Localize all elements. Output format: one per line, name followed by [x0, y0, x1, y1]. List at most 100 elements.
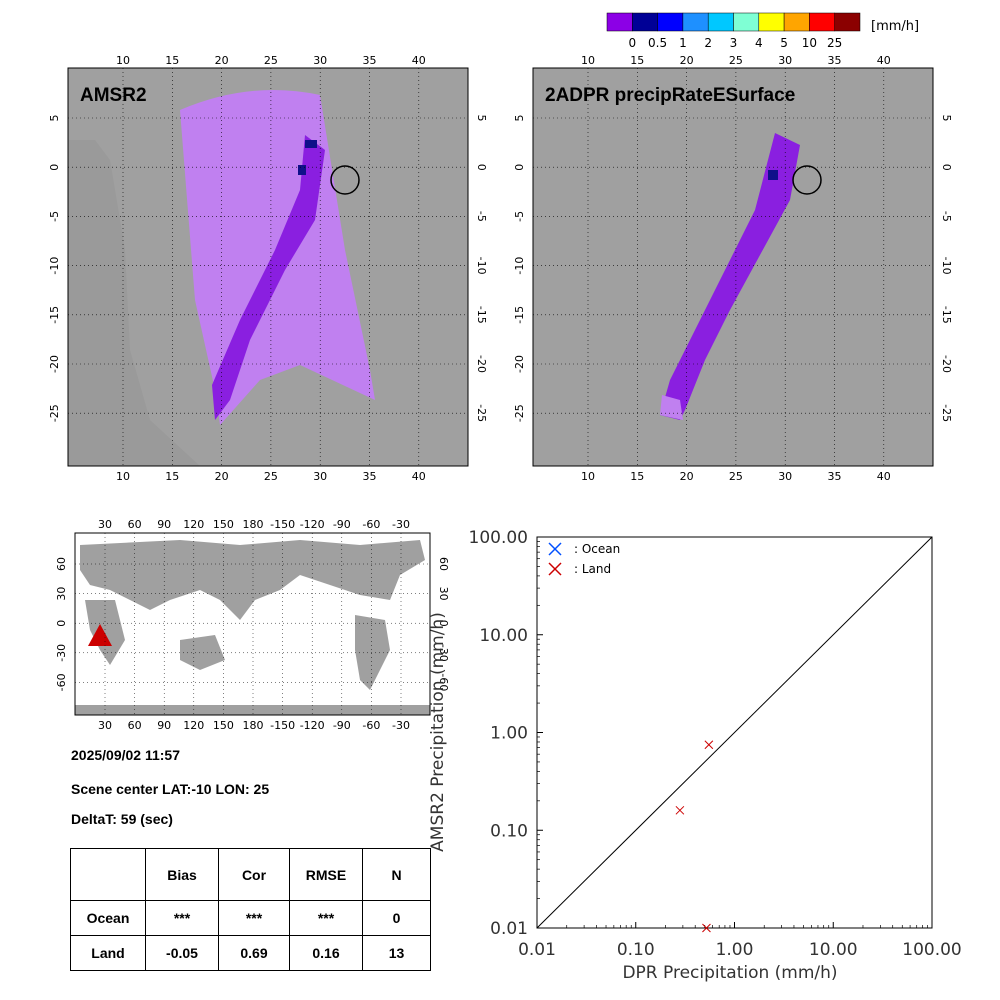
scatter-point [704, 740, 714, 750]
colorbar: 0 0.5 1 2 3 4 5 10 25 [mm/h] [606, 12, 919, 50]
scatter-point-stroke [702, 923, 711, 933]
world-lon-label-bottom: 120 [183, 719, 204, 732]
world-landmass-south-america [355, 615, 390, 690]
colorbar-tick-label: 4 [755, 36, 763, 50]
colorbar-tick-label: 2 [704, 36, 712, 50]
scatter-point-stroke [704, 740, 714, 750]
map-right-panel: 10 10 15 15 20 20 25 25 30 30 35 35 40 40 5 5 0 0 -5 -5 -10 -… [513, 54, 953, 480]
world-landmass-africa [85, 600, 125, 665]
map-lat-label-left: 0 [48, 164, 61, 171]
map-lat-label-right: 0 [475, 164, 488, 171]
lake-victoria [792, 165, 822, 195]
colorbar-swatches [606, 12, 861, 32]
map-lon-label-bottom: 35 [828, 470, 842, 480]
scatter-point [675, 805, 685, 815]
world-lon-label-bottom: 60 [128, 719, 142, 732]
stats-header-cell: Cor [218, 848, 290, 901]
map-lon-label-bottom: 35 [363, 470, 377, 480]
world-map-panel: 30 30 60 60 90 90 120 120 150 150 180 180 -150 -150 -1… [55, 518, 450, 732]
map-lat-label-left: -5 [48, 211, 61, 222]
dpr-rain-cell [768, 170, 778, 180]
world-lat-label-left: 30 [55, 587, 68, 601]
map-lon-label-bottom: 30 [778, 470, 792, 480]
map-lat-label-right: 0 [940, 164, 953, 171]
scatter-points [675, 740, 714, 933]
legend-label: : Land [574, 562, 611, 576]
map-lat-label-left: 5 [48, 115, 61, 122]
scatter-legend: : Ocean : Land [548, 542, 620, 576]
colorbar-tick-label: 0.5 [648, 36, 667, 50]
world-lat-label-right: -30 [437, 644, 450, 662]
map-lat-label-left: 0 [513, 164, 526, 171]
amsr2-strip [212, 135, 325, 420]
map-lon-label-bottom: 10 [581, 470, 595, 480]
world-lon-label-bottom: -90 [333, 719, 351, 732]
x-tick-label: 0.01 [518, 940, 556, 960]
map-lon-label-bottom: 15 [630, 470, 644, 480]
map-lat-label-left: -10 [513, 257, 526, 275]
map-lat-label-right: -20 [475, 355, 488, 373]
world-lon-label-bottom: 180 [243, 719, 264, 732]
legend-marker [548, 562, 562, 576]
y-tick-label: 100.00 [469, 528, 528, 548]
map-lat-label-right: -15 [940, 306, 953, 324]
scene-location-marker [88, 624, 112, 646]
map-lon-label-top: 30 [313, 54, 327, 67]
world-lon-label-bottom: 150 [213, 719, 234, 732]
y-tick-label: 0.01 [490, 919, 528, 939]
map-lon-label-top: 15 [165, 54, 179, 67]
stats-row-land: Land -0.05 0.69 0.16 13 [70, 935, 431, 971]
map-lon-label-top: 25 [729, 54, 743, 67]
world-lon-label-top: 180 [243, 518, 264, 531]
map-lon-label-bottom: 15 [165, 470, 179, 480]
map-lon-label-top: 25 [264, 54, 278, 67]
stats-row-ocean: Ocean *** *** *** 0 [70, 900, 431, 936]
map-left-ticks: 10 10 15 15 20 20 25 25 30 30 35 35 40 40 5 5 0 0 -5 -5 -10 -… [48, 54, 488, 480]
map-lat-label-left: -15 [513, 306, 526, 324]
map-lon-label-bottom: 10 [116, 470, 130, 480]
scatter-point-stroke [675, 805, 685, 815]
map-lat-label-left: -5 [513, 211, 526, 222]
y-tick-label: 0.10 [490, 821, 528, 841]
dpr-strip [660, 133, 800, 420]
scene-center: Scene center LAT:-10 LON: 25 [71, 781, 270, 797]
world-lat-label-right: -60 [437, 673, 450, 691]
map-lon-label-top: 40 [412, 54, 426, 67]
map-lat-label-left: -25 [48, 404, 61, 422]
stats-cell: 0.16 [289, 935, 363, 971]
world-landmass-north [80, 540, 425, 620]
colorbar-tick-label: 5 [780, 36, 788, 50]
colorbar-tick-label: 1 [679, 36, 687, 50]
world-lat-label-left: -60 [55, 673, 68, 691]
colorbar-tick-label: 3 [730, 36, 738, 50]
map-lon-label-bottom: 30 [313, 470, 327, 480]
legend-marker [548, 542, 562, 556]
world-landmass-antarctica [75, 705, 430, 715]
map-lon-label-top: 35 [363, 54, 377, 67]
y-tick-label: 10.00 [479, 626, 528, 646]
world-lon-label-top: 30 [98, 518, 112, 531]
legend-label: : Ocean [574, 542, 620, 556]
stats-table: Bias Cor RMSE N Ocean *** *** *** 0 Land… [70, 848, 431, 971]
map-lat-label-left: 5 [513, 115, 526, 122]
stats-cell: 13 [362, 935, 431, 971]
world-lat-label-right: 30 [437, 587, 450, 601]
world-lon-label-top: 120 [183, 518, 204, 531]
dpr-light-rain [660, 395, 683, 420]
map-left-title: AMSR2 [80, 85, 147, 106]
map-lon-label-top: 30 [778, 54, 792, 67]
map-lat-label-left: -25 [513, 404, 526, 422]
y-tick-label: 1.00 [490, 724, 528, 744]
world-lat-label-right: 60 [437, 557, 450, 571]
map-lon-label-top: 20 [680, 54, 694, 67]
world-map-frame [74, 532, 431, 716]
scatter-point [702, 923, 711, 933]
stats-header-cell: RMSE [289, 848, 363, 901]
world-map-ticks: 30 30 60 60 90 90 120 120 150 150 180 180 -150 -150 -1… [55, 518, 450, 732]
world-landmass-australia [180, 635, 225, 670]
x-tick-label: 0.10 [617, 940, 655, 960]
map-lat-label-right: -10 [475, 257, 488, 275]
map-lon-label-top: 35 [828, 54, 842, 67]
x-axis-label: DPR Precipitation (mm/h) [622, 963, 837, 983]
